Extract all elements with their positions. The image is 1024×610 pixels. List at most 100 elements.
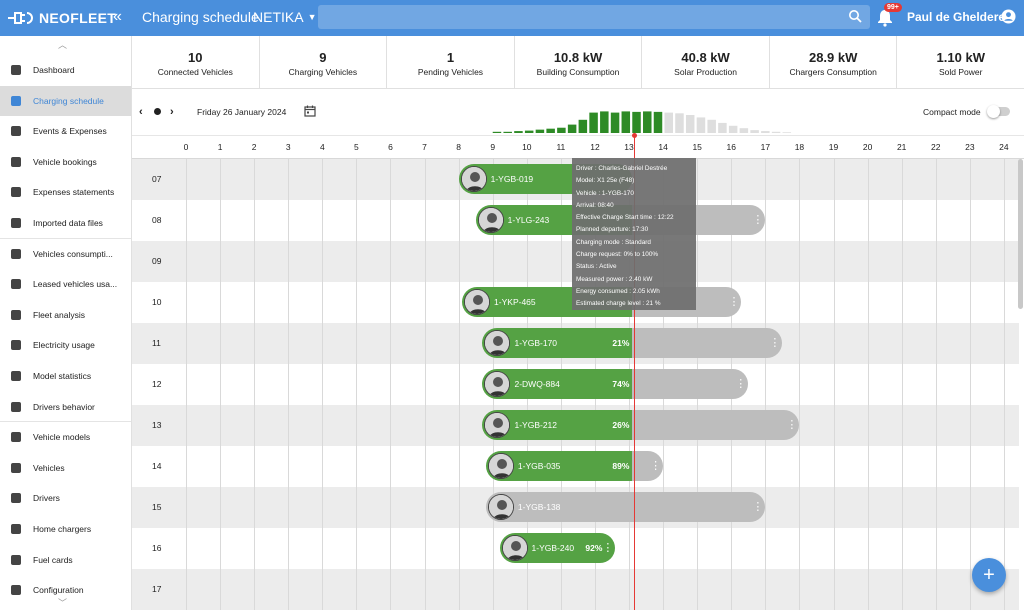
driver-avatar xyxy=(487,453,514,479)
driver-avatar xyxy=(460,166,487,192)
schedule-row: 17 xyxy=(132,569,1019,610)
add-button[interactable]: + xyxy=(972,558,1006,592)
driver-avatar xyxy=(484,371,511,397)
kpi-value: 40.8 kW xyxy=(681,50,730,65)
driver-photo-icon xyxy=(485,331,510,355)
tooltip-line: Driver : Charles-Gabriel Destrée xyxy=(576,165,668,172)
charger-label: 13 xyxy=(152,420,162,430)
charging-session-bar[interactable]: 2-DWQ-884 74% ⋮ xyxy=(482,369,749,399)
sidebar-item-vehicle-bookings[interactable]: Vehicle bookings xyxy=(0,147,131,177)
tooltip-line: Vehicle : 1-YGB-170 xyxy=(576,189,634,197)
notifications-bell-icon[interactable] xyxy=(877,9,893,27)
search-input[interactable] xyxy=(318,5,870,29)
session-menu-icon[interactable]: ⋮ xyxy=(728,296,740,308)
sidebar-item-vehicles-consumpti[interactable]: Vehicles consumpti... xyxy=(0,239,131,269)
session-menu-icon[interactable]: ⋮ xyxy=(786,419,798,431)
kpi-value: 10 xyxy=(188,50,203,65)
sidebar-scroll-up-icon[interactable]: ︿ xyxy=(58,40,68,50)
sidebar-item-label: Charging schedule xyxy=(33,95,104,106)
kpi-sold-power: 1.10 kW Sold Power xyxy=(897,36,1024,88)
tooltip-line: Arrival: 08:40 xyxy=(576,201,614,209)
charging-session-bar[interactable]: 1-YGB-035 89% ⋮ xyxy=(485,451,664,481)
charging-session-bar[interactable]: 1-YGB-170 21% ⋮ xyxy=(482,328,783,358)
next-day-button[interactable]: › xyxy=(170,106,174,118)
compact-mode-toggle[interactable] xyxy=(987,105,1010,118)
planned-segment xyxy=(632,410,800,440)
gear-icon xyxy=(11,585,21,596)
charging-icon xyxy=(11,95,21,106)
hour-gridline xyxy=(901,159,903,610)
sidebar-item-label: Electricity usage xyxy=(33,340,95,351)
sidebar-item-drivers[interactable]: Drivers xyxy=(0,483,131,513)
hour-tick-label: 21 xyxy=(896,142,907,152)
kpi-chargers-consumption: 28.9 kW Chargers Consumption xyxy=(770,36,898,88)
compact-mode-label: Compact mode xyxy=(923,107,981,117)
histogram-bar xyxy=(524,130,534,133)
histogram-bar xyxy=(557,127,566,133)
session-menu-icon[interactable]: ⋮ xyxy=(650,460,662,472)
driver-photo-icon xyxy=(502,536,527,560)
driver-avatar xyxy=(477,207,504,233)
charging-session-bar[interactable]: 1-YGB-138 ⋮ xyxy=(485,492,766,522)
search-icon[interactable] xyxy=(848,9,862,23)
vehicle-plate: 1-YGB-035 xyxy=(517,461,561,471)
account-icon[interactable] xyxy=(1001,9,1016,24)
schedule-scrollbar[interactable] xyxy=(1018,159,1023,309)
hour-tick-label: 18 xyxy=(794,142,805,152)
tooltip-line: Model: X1 25e (F48) xyxy=(576,177,635,185)
session-menu-icon[interactable]: ⋮ xyxy=(752,214,764,226)
sidebar-item-configuration[interactable]: Configuration xyxy=(0,575,131,605)
hour-tick-label: 6 xyxy=(388,142,393,152)
logo[interactable]: NEOFLEET xyxy=(0,0,132,36)
sidebar-item-label: Vehicles consumpti... xyxy=(33,248,113,259)
sidebar-item-home-chargers[interactable]: Home chargers xyxy=(0,514,131,544)
sidebar-item-charging-schedule[interactable]: Charging schedule xyxy=(0,85,131,116)
sidebar-item-fleet-analysis[interactable]: Fleet analysis xyxy=(0,300,131,330)
sidebar-item-label: Events & Expenses xyxy=(33,126,107,137)
hour-gridline xyxy=(833,159,835,610)
session-menu-icon[interactable]: ⋮ xyxy=(602,542,614,554)
hour-gridline xyxy=(390,159,392,610)
axis-top-divider xyxy=(132,135,1024,136)
sidebar-item-leased-vehicles-usa[interactable]: Leased vehicles usa... xyxy=(0,269,131,299)
kpi-charging-vehicles: 9 Charging Vehicles xyxy=(260,36,388,88)
sidebar-item-imported-data-files[interactable]: Imported data files xyxy=(0,208,131,238)
hour-gridline xyxy=(186,159,187,610)
hour-gridline xyxy=(288,159,290,610)
driver-avatar xyxy=(484,330,511,356)
today-button[interactable] xyxy=(154,108,161,115)
driver-avatar xyxy=(484,412,511,438)
session-menu-icon[interactable]: ⋮ xyxy=(752,501,764,513)
car-icon xyxy=(11,462,21,473)
sidebar-item-drivers-behavior[interactable]: Drivers behavior xyxy=(0,392,131,422)
sidebar-item-model-statistics[interactable]: Model statistics xyxy=(0,361,131,391)
session-menu-icon[interactable]: ⋮ xyxy=(735,378,747,390)
tooltip-line: Status : Active xyxy=(576,263,617,271)
sidebar-item-vehicle-models[interactable]: Vehicle models xyxy=(0,422,131,452)
charging-session-bar[interactable]: 1-YGB-212 26% ⋮ xyxy=(482,410,800,440)
calendar-picker-icon[interactable] xyxy=(304,105,316,117)
user-name[interactable]: Paul de Gheldere xyxy=(907,10,1006,24)
charging-session-bar[interactable]: 1-YGB-240 92% ⋮ xyxy=(499,533,616,563)
collapse-sidebar-button[interactable]: « xyxy=(113,8,122,25)
vehicle-plate: 1-YGB-240 xyxy=(531,543,575,553)
previous-day-button[interactable]: ‹ xyxy=(139,106,143,118)
hour-gridline xyxy=(254,159,256,610)
vehicle-plate: 1-YGB-138 xyxy=(517,502,561,512)
site-selector[interactable]: NETIKA ▼ xyxy=(253,9,317,25)
vehicle-plate: 1-YGB-170 xyxy=(514,338,558,348)
sidebar-scroll-down-icon[interactable]: ﹀ xyxy=(58,598,68,608)
sidebar-item-fuel-cards[interactable]: Fuel cards xyxy=(0,545,131,575)
schedule-row: 12 xyxy=(132,364,1019,405)
sidebar-item-expenses-statements[interactable]: Expenses statements xyxy=(0,177,131,207)
sidebar-item-vehicles[interactable]: Vehicles xyxy=(0,453,131,483)
histogram-bar xyxy=(675,113,684,133)
hour-tick-label: 2 xyxy=(251,142,257,152)
dashboard-icon xyxy=(11,65,21,75)
sidebar-item-events-expenses[interactable]: Events & Expenses xyxy=(0,116,131,146)
session-menu-icon[interactable]: ⋮ xyxy=(769,337,781,349)
sidebar-item-dashboard[interactable]: Dashboard xyxy=(0,55,131,85)
card-icon xyxy=(11,187,21,198)
sidebar-item-electricity-usage[interactable]: Electricity usage xyxy=(0,330,131,360)
hour-gridline xyxy=(1003,159,1005,610)
